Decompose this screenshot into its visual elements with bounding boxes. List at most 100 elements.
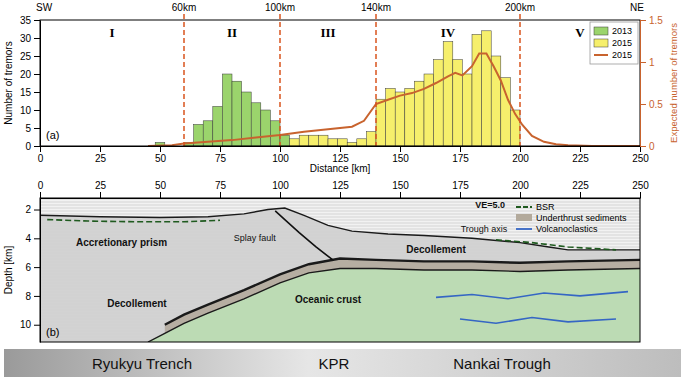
tick-label: 225 [572,180,589,191]
tick-label: 175 [452,153,469,164]
bar [501,78,511,146]
tick-mark [520,146,521,152]
boundary-line [183,14,185,146]
tick-mark [40,146,41,152]
boundary-label: 140km [361,2,391,13]
legend-swatch [516,206,532,208]
bar [462,74,472,146]
bar [270,121,280,146]
y2-axis: 0 0.5 1 1.5 [640,15,663,152]
tick-label: 250 [632,180,649,191]
tick: 200 [512,180,529,198]
area-edge [148,269,640,342]
area [40,208,640,342]
tick-label: 1 [649,57,655,68]
tick-label: 10 [20,319,32,330]
axis-line [41,198,641,199]
tick-mark [34,38,40,39]
bar [405,88,415,146]
tick-mark [34,74,40,75]
tick-label: 25 [20,51,32,62]
tick-label: 250 [632,153,649,164]
legend-label: 2015 [612,38,632,48]
legend-label: BSR [536,202,555,212]
tick-mark [34,238,40,239]
tick: 200 [512,146,529,164]
boundary-label: 100km [265,2,295,13]
tick-mark [34,267,40,268]
plot-area [148,31,640,146]
annotation: Trough axis [461,224,508,234]
tick: 6 [25,262,40,273]
line [148,54,640,146]
tick: 100 [272,180,289,198]
bar [251,103,261,146]
tick-label: 125 [332,180,349,191]
tick-mark [34,210,40,211]
tick-mark [640,146,646,147]
tick-mark [40,192,41,198]
legend-box [590,22,638,64]
tick: 75 [215,180,227,198]
tick: 0 [38,146,44,164]
tick-mark [640,20,646,21]
tick-label: 200 [512,180,529,191]
tick-label: 200 [512,153,529,164]
bar [395,92,405,146]
bar [338,139,348,146]
legend-label: 2013 [612,26,632,36]
panel-label: (b) [46,326,59,338]
axis-line [40,21,41,147]
tick-label: 150 [392,180,409,191]
region-bar [4,349,681,377]
line [275,211,333,260]
tick: 25 [95,146,107,164]
tick-mark [100,192,101,198]
plot-area [40,198,640,342]
tick: 5 [25,123,40,134]
bar [376,99,386,146]
tick-label: 30 [20,33,32,44]
tick-label: 0 [649,141,655,152]
tick-label: 0 [38,180,44,191]
y-axis: 246810 [20,199,41,343]
bar [309,135,319,146]
tick-label: 6 [25,262,31,273]
tick: 175 [452,146,469,164]
tick: 175 [452,180,469,198]
tick-label: 75 [215,153,227,164]
y-axis: 05101520253035 [20,15,41,152]
tick: 25 [95,180,107,198]
legend: 201320152015 [590,22,638,64]
region-label: Nankai Trough [453,355,551,372]
tick: 10 [20,105,40,116]
bar [299,135,309,146]
y-axis-title: Number of tremors [3,41,14,124]
boundary-line [375,14,377,146]
tick: 1.5 [640,15,663,26]
tick: 20 [20,69,40,80]
boundary-line [279,14,281,146]
tick-label: 2 [25,204,31,215]
tick-mark [400,146,401,152]
region-label: KPR [319,355,350,372]
bar [280,135,290,146]
boundary-line [519,14,521,146]
line [47,220,616,250]
tick-mark [460,192,461,198]
tick-mark [34,325,40,326]
tick-label: 0.5 [649,99,663,110]
tick-mark [640,192,641,198]
bar [472,34,482,146]
tick-mark [580,192,581,198]
bar [290,139,300,146]
tick-mark [340,192,341,198]
tick: 8 [25,291,40,302]
x-axis: 0 25 50 75 100 125 150 175 200 225 250 [38,180,650,199]
tick-mark [34,20,40,21]
tick-label: 50 [155,153,167,164]
legend: BSRUnderthrust sedimentsVolcanoclastics [516,202,627,234]
tick-mark [34,296,40,297]
tick-label: 50 [155,180,167,191]
tick: 0 [38,180,44,198]
